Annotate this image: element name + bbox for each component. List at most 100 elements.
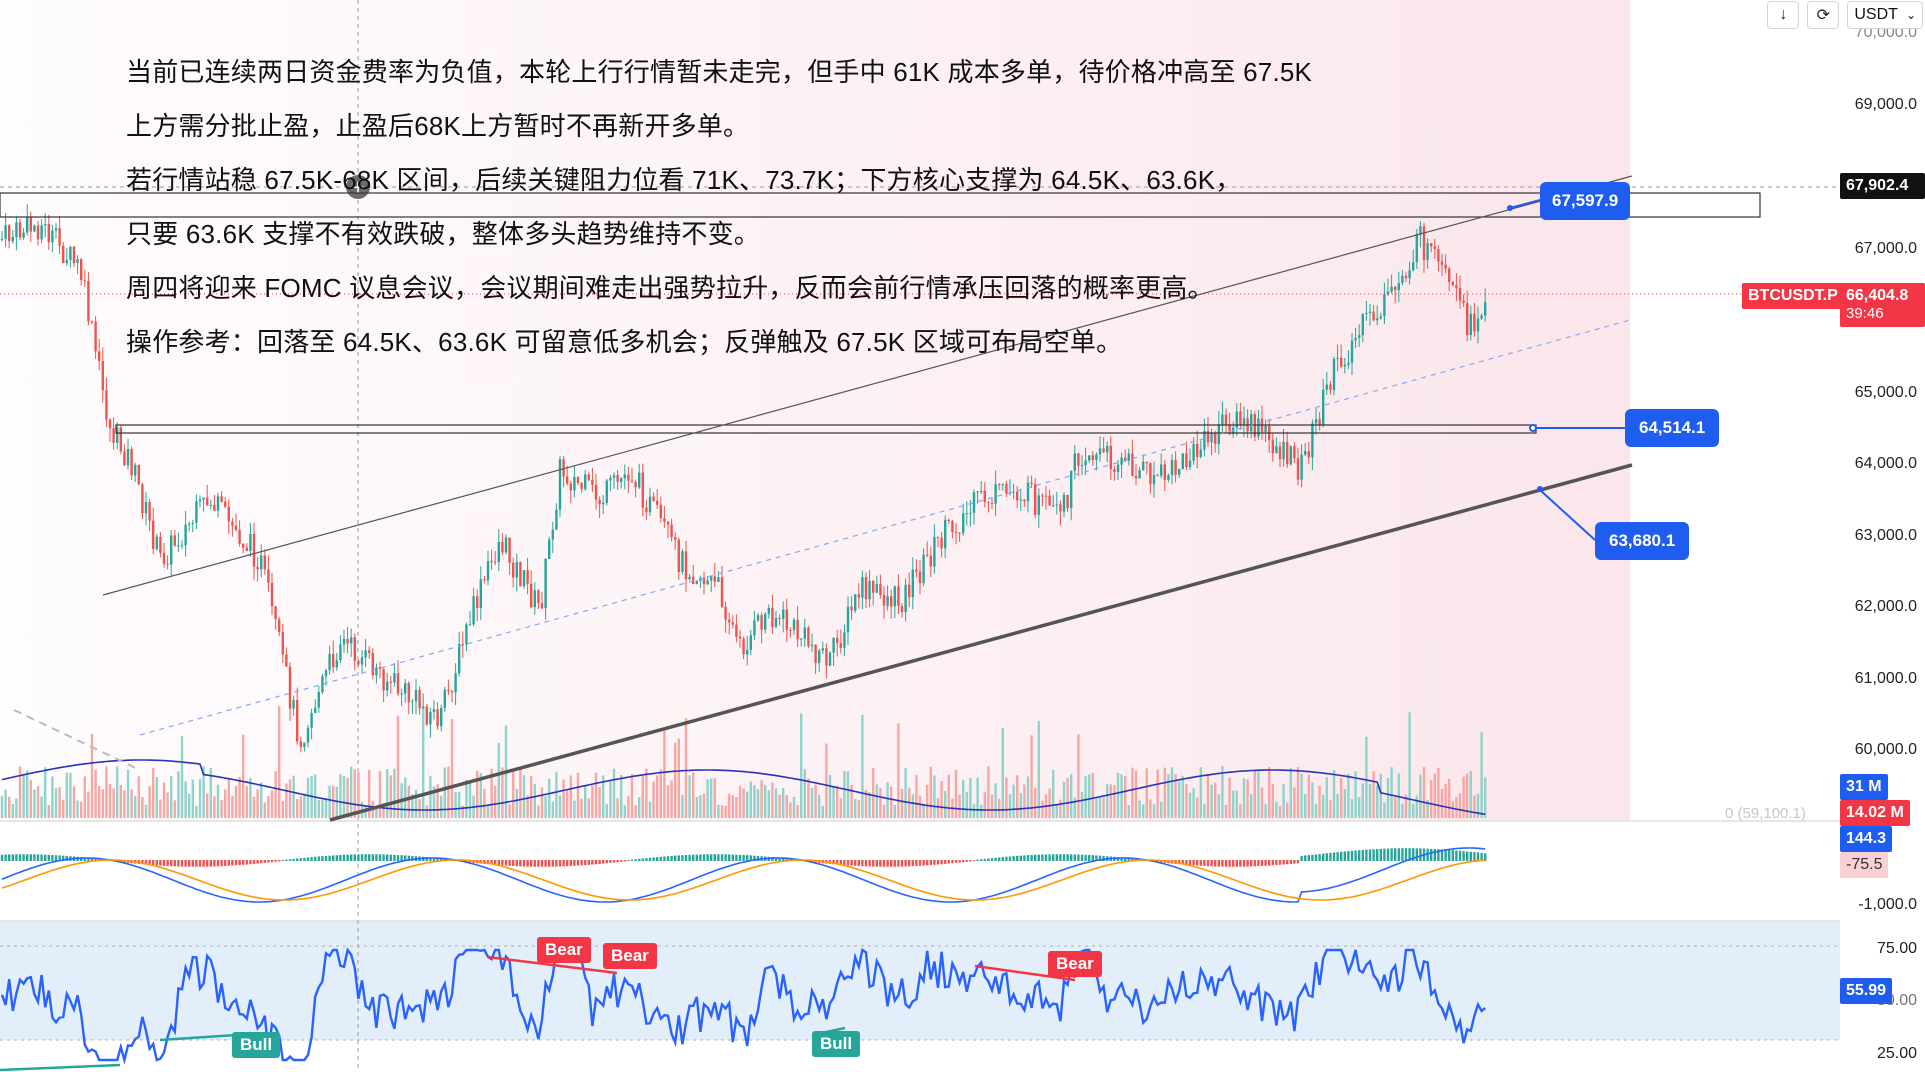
macd-histogram-bar — [209, 860, 212, 867]
volume-bar — [897, 723, 900, 818]
candle-body — [468, 624, 472, 626]
candle-body — [947, 519, 950, 522]
lower-trend-line — [329, 463, 1633, 822]
candle-body — [1156, 475, 1159, 477]
macd-histogram-bar — [1034, 854, 1037, 861]
macd-histogram-bar — [1073, 854, 1076, 861]
candle-body — [940, 537, 943, 549]
bear-divergence-line — [487, 955, 618, 975]
volume-bar — [436, 784, 439, 818]
candle-body — [1296, 458, 1300, 480]
volume-bar — [306, 777, 310, 818]
macd-histogram-bar — [526, 860, 529, 867]
candle-body — [612, 474, 616, 478]
macd-histogram-bar — [1401, 848, 1404, 861]
volume-bar — [605, 803, 608, 818]
volume-bar — [1379, 773, 1382, 818]
macd-histogram-bar — [994, 857, 997, 861]
volume-bar — [947, 774, 950, 818]
volume-bar — [1426, 800, 1429, 818]
currency-label: USDT — [1854, 6, 1898, 23]
volume-bar — [4, 789, 7, 818]
download-button[interactable]: ↓ — [1767, 1, 1800, 29]
candle-body — [1239, 411, 1242, 426]
volume-bar — [252, 796, 256, 818]
macd-histogram-bar — [681, 855, 684, 861]
macd-histogram-bar — [926, 860, 929, 866]
volume-bar — [940, 781, 943, 818]
volume-bar — [1163, 767, 1166, 818]
macd-histogram-bar — [850, 860, 853, 866]
volume-bar — [695, 797, 698, 818]
volume-bar — [443, 767, 446, 818]
macd-histogram-bar — [1455, 850, 1458, 861]
volume-bar — [29, 779, 32, 818]
volume-bar — [684, 718, 688, 818]
volume-bar — [980, 804, 983, 818]
macd-histogram-bar — [1296, 860, 1300, 864]
macd-histogram-bar — [1325, 853, 1328, 861]
candle-body — [342, 638, 346, 645]
volume-bar — [922, 803, 925, 818]
volume-bar — [1062, 781, 1066, 818]
macd-histogram-bar — [1469, 851, 1472, 861]
candle-body — [231, 521, 234, 526]
macd-histogram-bar — [1473, 852, 1476, 861]
macd-histogram-bar — [90, 858, 94, 861]
candle-body — [1358, 335, 1361, 338]
candle-body — [515, 561, 518, 578]
candle-body — [562, 459, 565, 477]
candle-body — [195, 501, 198, 523]
volume-bar — [1311, 782, 1314, 818]
macd-histogram-bar — [1185, 860, 1188, 865]
candle-body — [411, 701, 414, 703]
volume-ma-tag: 14.02 M — [1840, 800, 1910, 826]
macd-histogram-bar — [432, 857, 436, 861]
macd-histogram-bar — [36, 854, 40, 861]
candle-body — [1224, 414, 1228, 425]
candle-body — [1052, 505, 1055, 507]
macd-histogram-bar — [1318, 853, 1321, 861]
volume-bar — [1084, 776, 1087, 818]
volume-bar — [1008, 794, 1012, 818]
macd-histogram-bar — [1253, 860, 1256, 867]
macd-histogram-bar — [897, 860, 900, 867]
volume-bar — [720, 805, 724, 818]
volume-bar — [234, 786, 238, 818]
volume-bar — [465, 779, 468, 818]
macd-histogram-bar — [486, 860, 490, 865]
price-callout-middle[interactable]: 64,514.1 — [1625, 409, 1720, 447]
candle-body — [375, 667, 378, 676]
macd-histogram-bar — [1052, 854, 1055, 861]
macd-histogram-bar — [4, 854, 7, 861]
volume-bar — [1232, 790, 1235, 818]
price-tick: 62,000.0 — [1854, 598, 1917, 615]
price-axis[interactable]: 70,000.0 69,000.0 67,000.0 65,000.0 64,0… — [1840, 0, 1925, 1072]
candle-body — [724, 606, 727, 620]
price-callout-upper[interactable]: 67,597.9 — [1540, 182, 1631, 220]
currency-select[interactable]: USDT ⌄ — [1847, 1, 1923, 29]
price-chart[interactable]: + — [0, 0, 1840, 1072]
candle-body — [90, 321, 94, 323]
volume-bar — [818, 794, 821, 818]
bull-divergence-label: Bull — [232, 1032, 281, 1058]
candle-body — [1271, 439, 1274, 454]
macd-histogram-bar — [231, 860, 234, 866]
candle-body — [1023, 499, 1026, 502]
candle-body — [1473, 313, 1476, 332]
candle-body — [832, 637, 835, 653]
macd-histogram-bar — [1466, 851, 1469, 861]
volume-bar — [760, 780, 763, 818]
macd-histogram-bar — [1275, 860, 1278, 866]
volume-bar — [119, 784, 122, 818]
price-callout-lower[interactable]: 63,680.1 — [1595, 522, 1690, 560]
candle-body — [177, 545, 180, 547]
refresh-button[interactable]: ⟳ — [1807, 1, 1840, 29]
candle-body — [141, 484, 144, 514]
macd-histogram-bar — [256, 860, 259, 864]
volume-bar — [1098, 797, 1102, 818]
volume-bar — [1430, 780, 1433, 818]
macd-histogram-bar — [1379, 848, 1382, 861]
macd-histogram-bar — [908, 860, 911, 867]
